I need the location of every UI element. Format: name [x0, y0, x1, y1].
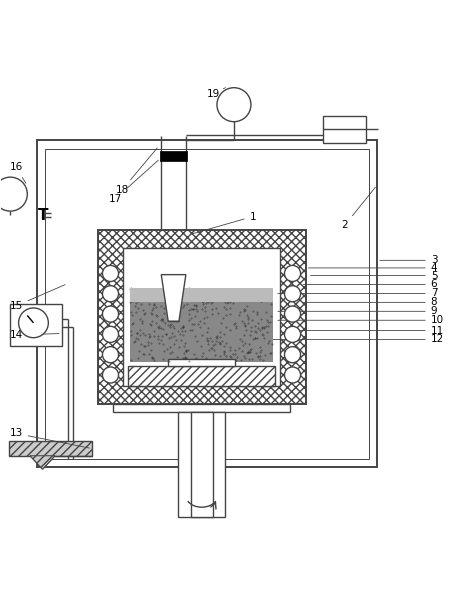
Circle shape — [284, 306, 301, 322]
Text: 12: 12 — [228, 334, 444, 345]
Circle shape — [103, 286, 118, 302]
Circle shape — [18, 308, 48, 338]
Circle shape — [103, 266, 118, 282]
Circle shape — [103, 367, 118, 383]
Text: 13: 13 — [9, 428, 90, 448]
Text: 17: 17 — [109, 160, 158, 204]
Text: 3: 3 — [380, 255, 437, 266]
Bar — [130, 288, 273, 362]
Bar — [113, 405, 290, 412]
Text: 19: 19 — [207, 88, 225, 99]
Text: 5: 5 — [310, 270, 437, 280]
Text: 4: 4 — [308, 263, 437, 273]
Polygon shape — [161, 274, 186, 321]
Circle shape — [103, 306, 118, 322]
Bar — [178, 412, 225, 517]
Circle shape — [103, 347, 118, 363]
Bar — [130, 288, 273, 302]
Text: 6: 6 — [303, 280, 437, 289]
Circle shape — [284, 326, 301, 342]
Text: 8: 8 — [303, 298, 437, 307]
Bar — [10, 304, 62, 346]
Bar — [160, 151, 187, 160]
Bar — [45, 148, 369, 459]
Polygon shape — [30, 456, 55, 469]
Text: 9: 9 — [278, 307, 437, 317]
Text: T: T — [38, 208, 48, 223]
Circle shape — [284, 266, 301, 282]
Text: 10: 10 — [278, 315, 444, 326]
Text: 7: 7 — [278, 289, 437, 298]
Circle shape — [284, 367, 301, 383]
Circle shape — [284, 286, 301, 302]
Bar — [190, 412, 213, 517]
Text: 2: 2 — [341, 187, 375, 230]
Text: 1: 1 — [193, 211, 256, 233]
Circle shape — [0, 177, 27, 211]
Text: 18: 18 — [116, 148, 157, 195]
Bar — [98, 230, 306, 405]
Circle shape — [103, 326, 118, 342]
Bar — [168, 359, 234, 366]
Text: 16: 16 — [9, 162, 26, 184]
Bar — [9, 441, 92, 456]
Text: 15: 15 — [9, 285, 65, 311]
Text: 14: 14 — [9, 330, 59, 340]
Circle shape — [217, 88, 251, 122]
Circle shape — [284, 347, 301, 363]
Bar — [37, 140, 377, 467]
Bar — [324, 116, 366, 143]
Text: 11: 11 — [292, 326, 444, 336]
Bar — [128, 366, 275, 386]
Bar — [123, 248, 279, 386]
